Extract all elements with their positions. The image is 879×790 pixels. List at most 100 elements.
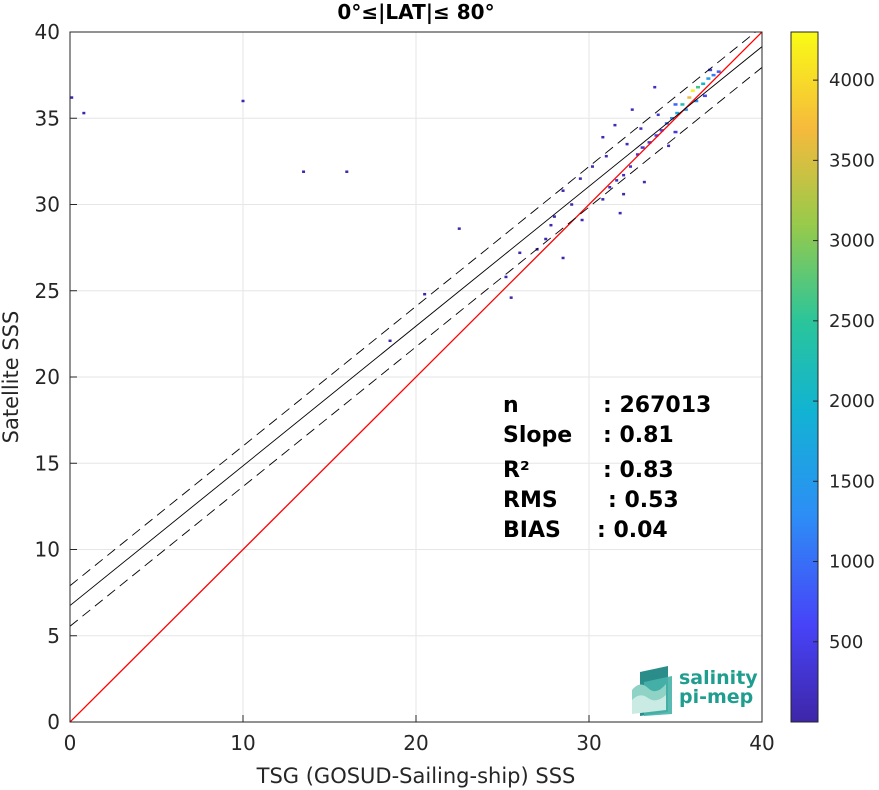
y-tick-label: 15 bbox=[35, 451, 60, 475]
identity-line bbox=[70, 32, 762, 722]
stat-label: Slope bbox=[503, 423, 572, 448]
stat-label: BIAS bbox=[503, 518, 561, 543]
density-cell bbox=[570, 203, 574, 206]
density-cell bbox=[656, 113, 660, 117]
reference-lines bbox=[70, 32, 762, 722]
density-cell bbox=[604, 154, 608, 158]
regression-line bbox=[70, 46, 762, 606]
density-cell bbox=[552, 215, 556, 218]
density-cell bbox=[653, 85, 657, 89]
density-cell bbox=[690, 89, 695, 92]
density-cell bbox=[625, 142, 629, 146]
colorbar-tick-label: 3500 bbox=[829, 150, 875, 171]
colorbar-tick-label: 2500 bbox=[829, 311, 875, 332]
density-cell bbox=[561, 256, 565, 260]
density-cell bbox=[590, 165, 594, 168]
colorbar-tick-label: 3000 bbox=[829, 231, 875, 252]
y-tick-label: 0 bbox=[47, 710, 60, 734]
stats-box: n : 267013 Slope : 0.81 R² : 0.83 RMS : 0.53 BIA… bbox=[503, 393, 711, 543]
logo-line2: pi-mep bbox=[679, 686, 753, 708]
colorbar-tick-label: 2000 bbox=[829, 391, 875, 412]
density-cell bbox=[629, 165, 633, 168]
density-cell bbox=[509, 296, 513, 299]
density-cell bbox=[716, 70, 721, 73]
density-cell bbox=[302, 170, 306, 173]
density-cell bbox=[640, 146, 645, 149]
colorbar-gradient bbox=[790, 31, 819, 723]
density-cell bbox=[667, 144, 671, 148]
stat-value: : 0.53 bbox=[608, 488, 679, 513]
stat-label: RMS bbox=[503, 488, 558, 513]
density-cell bbox=[673, 103, 678, 106]
density-cell bbox=[388, 339, 392, 343]
logo-waves-icon bbox=[632, 666, 672, 716]
density-cell bbox=[701, 82, 706, 85]
stat-value: : 0.83 bbox=[603, 458, 674, 483]
density-cell bbox=[675, 111, 680, 115]
density-cell bbox=[457, 227, 461, 230]
density-cell bbox=[635, 153, 639, 156]
regression-upper-line bbox=[70, 32, 757, 587]
chart-title: 0°≤|LAT|≤ 80° bbox=[337, 0, 494, 24]
density-cell bbox=[706, 77, 711, 80]
stat-label: R² bbox=[503, 458, 530, 483]
x-tick-label: 30 bbox=[576, 731, 601, 755]
density-cell bbox=[630, 108, 634, 111]
density-cell bbox=[518, 251, 522, 255]
density-cell bbox=[708, 68, 713, 72]
density-cell bbox=[241, 99, 245, 103]
density-cell bbox=[601, 135, 605, 139]
density-cell bbox=[670, 117, 675, 120]
density-cell bbox=[608, 186, 612, 189]
x-axis-label: TSG (GOSUD-Sailing-ship) SSS bbox=[256, 764, 576, 788]
density-cell bbox=[601, 198, 605, 201]
y-axis-label: Satellite SSS bbox=[0, 311, 23, 444]
y-tick-label: 30 bbox=[35, 193, 60, 217]
density-cell bbox=[639, 127, 643, 130]
y-tick-label: 10 bbox=[35, 538, 60, 562]
stat-value: : 0.81 bbox=[603, 423, 674, 448]
y-tick-label: 40 bbox=[35, 20, 60, 44]
density-cell bbox=[615, 179, 619, 182]
density-cell bbox=[423, 292, 427, 296]
y-tick-label: 20 bbox=[35, 365, 60, 389]
density-cell bbox=[654, 134, 659, 137]
density-cell bbox=[642, 180, 646, 184]
density-cell bbox=[647, 141, 652, 144]
stat-value: : 0.04 bbox=[597, 518, 668, 543]
density-cell bbox=[544, 237, 548, 241]
x-tick-label: 10 bbox=[230, 731, 255, 755]
colorbar-tick-label: 500 bbox=[829, 632, 863, 653]
density-cell bbox=[687, 96, 692, 99]
y-tick-label: 5 bbox=[47, 624, 60, 648]
colorbar-tick-label: 1500 bbox=[829, 471, 875, 492]
logo-line1: salinity bbox=[679, 667, 758, 689]
stat-value: : 267013 bbox=[603, 393, 711, 418]
colorbar-tick-label: 4000 bbox=[829, 70, 875, 91]
density-cell bbox=[580, 218, 584, 222]
logo: salinity pi-mep bbox=[632, 666, 758, 716]
colorbar-ticks: 500 1000 1500 2000 2500 3000 3500 4000 bbox=[813, 70, 875, 653]
regression-lower-line bbox=[70, 67, 762, 627]
colorbar: 500 1000 1500 2000 2500 3000 3500 4000 bbox=[790, 31, 875, 723]
x-tick-label: 0 bbox=[64, 731, 77, 755]
density-cell bbox=[613, 123, 617, 127]
y-tick-label: 35 bbox=[35, 106, 60, 130]
density-cell bbox=[561, 189, 565, 192]
x-tick-label: 20 bbox=[403, 731, 428, 755]
density-cell bbox=[673, 130, 678, 134]
stat-label: n bbox=[503, 393, 519, 418]
density-cell bbox=[345, 170, 349, 173]
density-cells bbox=[70, 68, 721, 343]
colorbar-tick-label: 1000 bbox=[829, 552, 875, 573]
density-cell bbox=[504, 275, 508, 279]
density-cell bbox=[549, 223, 553, 227]
density-cell bbox=[622, 192, 626, 196]
axis-ticks: 0 10 20 30 40 0 5 10 15 20 25 30 35 40 bbox=[35, 20, 775, 755]
x-tick-label: 40 bbox=[749, 731, 774, 755]
density-cell bbox=[70, 96, 74, 99]
density-cell bbox=[695, 85, 700, 89]
density-cell bbox=[578, 177, 582, 180]
density-cell bbox=[659, 129, 664, 132]
